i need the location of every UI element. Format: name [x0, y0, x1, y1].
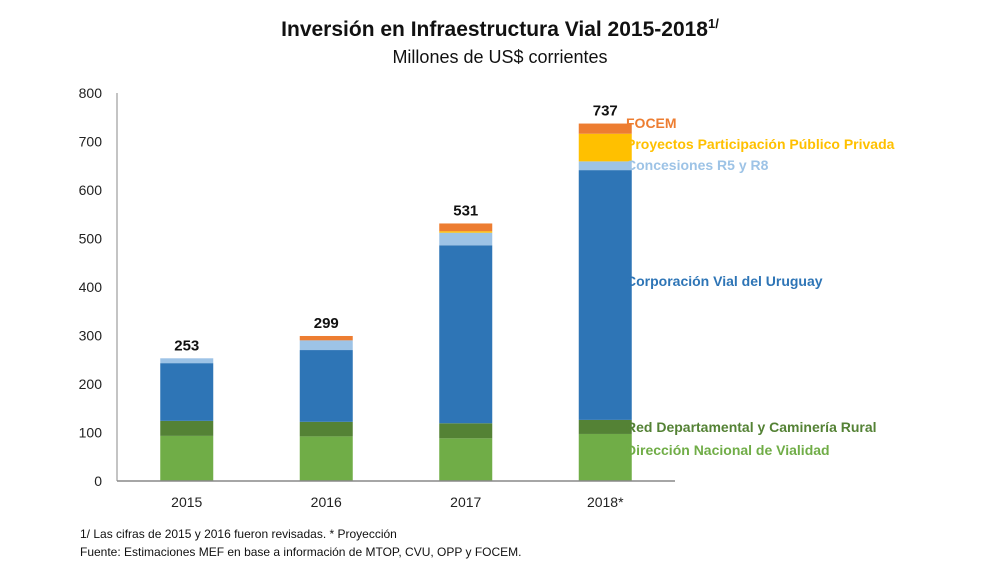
y-tick-label: 300: [79, 328, 103, 344]
total-label: 253: [174, 337, 199, 354]
bar-segment: [439, 232, 493, 246]
bar-segment: [439, 245, 493, 424]
bar-segment: [578, 433, 632, 481]
chart-title: Inversión en Infraestructura Vial 2015-2…: [281, 16, 719, 41]
legend-label: FOCEM: [626, 115, 677, 131]
bar-segment: [299, 335, 353, 341]
footnote: 1/ Las cifras de 2015 y 2016 fueron revi…: [80, 527, 397, 541]
bar-segment: [299, 340, 353, 351]
bar-segment: [578, 419, 632, 434]
x-tick-label: 2017: [450, 494, 481, 510]
y-tick-label: 100: [79, 425, 103, 441]
total-label: 299: [314, 315, 339, 332]
total-label: 531: [453, 202, 478, 219]
x-tick-label: 2015: [171, 494, 202, 510]
y-tick-label: 800: [79, 85, 103, 101]
bar-segment: [578, 161, 632, 171]
bar-segment: [439, 423, 493, 439]
legend-label: Dirección Nacional de Vialidad: [626, 442, 830, 458]
legend-label: Proyectos Participación Público Privada: [626, 136, 895, 152]
x-tick-label: 2016: [311, 494, 342, 510]
bar-segment: [439, 231, 493, 233]
y-tick-label: 400: [79, 279, 103, 295]
y-tick-label: 500: [79, 231, 103, 247]
bar-segment: [160, 435, 214, 481]
bar-segment: [160, 363, 214, 421]
bar-segment: [439, 438, 493, 481]
y-tick-label: 700: [79, 134, 103, 150]
bar-segment: [299, 350, 353, 422]
legend-label: Concesiones R5 y R8: [626, 157, 769, 173]
total-label: 737: [593, 103, 618, 120]
bar-segment: [439, 223, 493, 232]
x-tick-label: 2018*: [587, 494, 624, 510]
bar-segment: [578, 123, 632, 134]
legend-label: Red Departamental y Caminería Rural: [626, 419, 877, 435]
y-tick-label: 600: [79, 182, 103, 198]
bar-segment: [160, 420, 214, 436]
legend-label: Corporación Vial del Uruguay: [626, 273, 823, 289]
y-tick-label: 200: [79, 376, 103, 392]
source-note: Fuente: Estimaciones MEF en base a infor…: [80, 545, 522, 559]
chart-subtitle: Millones de US$ corrientes: [392, 47, 608, 67]
bar-segment: [299, 421, 353, 437]
bar-segment: [578, 133, 632, 162]
bar-segment: [299, 436, 353, 481]
y-tick-label: 0: [94, 473, 102, 489]
bar-segment: [578, 170, 632, 420]
title-superscript: 1/: [707, 16, 719, 31]
bar-segment: [160, 358, 214, 364]
